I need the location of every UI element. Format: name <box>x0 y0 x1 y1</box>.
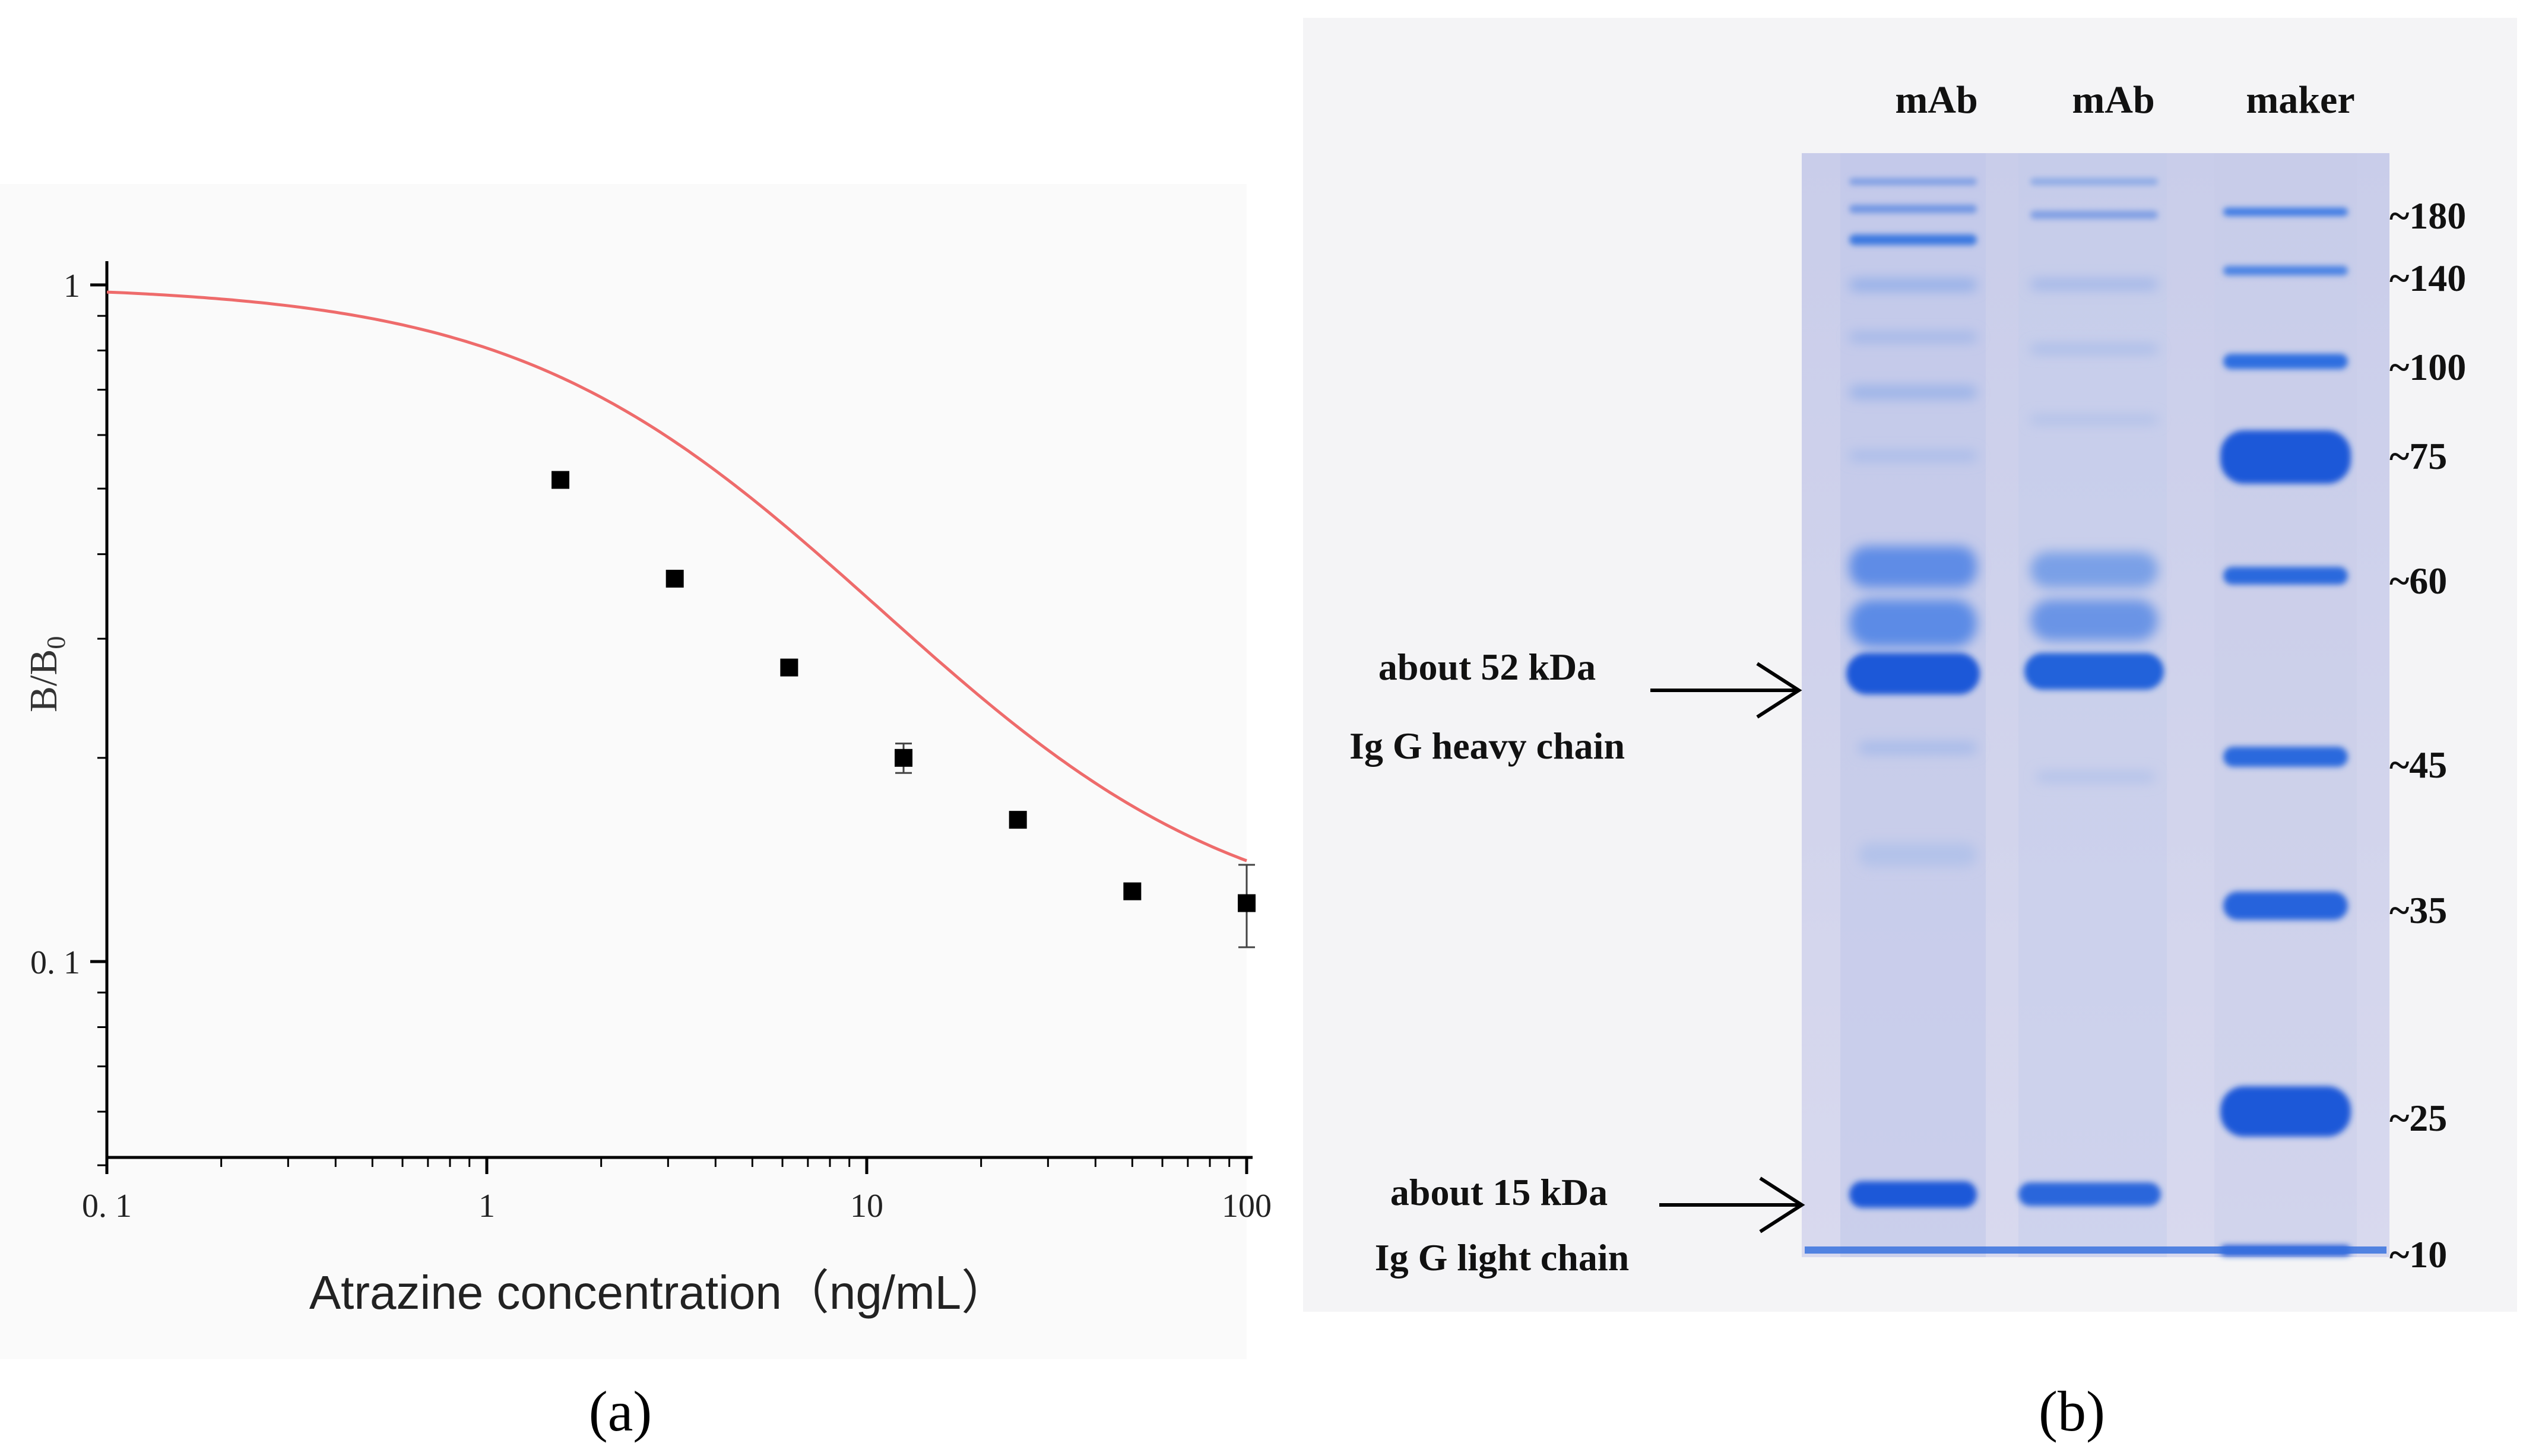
panel-b-label: (b) <box>2039 1379 2105 1443</box>
chart-backdrop <box>0 184 1247 1359</box>
lane-label-marker: maker <box>2246 78 2354 122</box>
heavy-chain-arrow <box>1650 662 1802 719</box>
x-axis-tick-labels: 0. 1 1 10 100 <box>82 1188 1272 1225</box>
data-points <box>552 471 1256 912</box>
panel-a-label: (a) <box>589 1379 652 1443</box>
y-axis-label-subscript: 0 <box>42 636 71 649</box>
fit-curve <box>106 290 1247 862</box>
lane-2-bands <box>2018 178 2164 1206</box>
y-axis-label-main: B/B <box>22 649 65 712</box>
band <box>1858 742 1977 754</box>
marker-band <box>2220 1086 2351 1137</box>
band <box>2030 211 2158 219</box>
x-tick-label: 1 <box>478 1188 495 1225</box>
band <box>1849 546 1977 588</box>
band <box>2030 178 2158 185</box>
x-axis-label: Atrazine concentration（ng/mL） <box>309 1266 1009 1319</box>
band <box>1858 843 1977 867</box>
marker-label-10: ~10 <box>2389 1233 2447 1276</box>
data-point <box>552 471 570 489</box>
x-tick-label: 100 <box>1222 1188 1272 1225</box>
data-point <box>1009 811 1027 829</box>
lane-label-2: mAb <box>2072 78 2154 122</box>
y-axis-label: B/B0 <box>22 636 71 712</box>
marker-band <box>2223 266 2348 275</box>
heavy-chain-name-label: Ig G heavy chain <box>1349 725 1625 767</box>
band <box>2030 279 2158 290</box>
y-tick-label: 0. 1 <box>30 944 80 981</box>
marker-band <box>2223 208 2348 216</box>
x-tick-label: 0. 1 <box>82 1188 132 1225</box>
marker-label-25: ~25 <box>2389 1097 2447 1139</box>
marker-label-140: ~140 <box>2389 257 2466 299</box>
band <box>1849 205 1977 213</box>
data-point <box>1238 894 1256 912</box>
data-point <box>1123 882 1142 900</box>
marker-label-60: ~60 <box>2389 560 2447 602</box>
x-axis-ticks <box>105 1157 1248 1174</box>
light-chain-arrow <box>1659 1176 1805 1233</box>
heavy-chain-size-label: about 52 kDa <box>1378 646 1596 688</box>
light-chain-size-label: about 15 kDa <box>1390 1171 1608 1213</box>
band <box>1849 386 1977 399</box>
lane-1-smear <box>1840 153 1986 1257</box>
data-point <box>665 569 684 588</box>
marker-band <box>2223 892 2348 920</box>
band <box>2030 599 2158 641</box>
marker-band <box>2223 354 2348 369</box>
marker-bands <box>2220 208 2351 1256</box>
band <box>2030 344 2158 354</box>
y-tick-label: 1 <box>64 268 80 304</box>
y-axis-tick-labels: 1 0. 1 <box>30 268 80 981</box>
band <box>1849 279 1977 291</box>
band <box>2036 772 2155 782</box>
y-axis-ticks <box>90 283 107 1166</box>
data-point <box>780 658 798 677</box>
marker-label-35: ~35 <box>2389 889 2447 931</box>
band <box>1849 178 1977 185</box>
heavy-chain-band <box>2024 653 2164 690</box>
heavy-chain-band <box>1846 653 1980 694</box>
lane-1-bands <box>1846 178 1980 1208</box>
x-tick-label: 10 <box>850 1188 883 1225</box>
marker-label-45: ~45 <box>2389 744 2447 786</box>
light-chain-name-label: Ig G light chain <box>1375 1236 1630 1279</box>
panel-a-chart: 0. 1 1 10 100 1 0. 1 B/B0 Atrazine concentra… <box>0 184 1272 1443</box>
dye-front <box>1805 1246 2386 1254</box>
band <box>2030 552 2158 588</box>
panel-b-gel: mAb mAb maker ~180 ~140 ~100 ~75 ~60 ~45… <box>1303 18 2517 1443</box>
lane-2-smear <box>2018 153 2167 1257</box>
marker-label-75: ~75 <box>2389 435 2447 477</box>
band <box>1849 451 1977 461</box>
band <box>1849 332 1977 342</box>
light-chain-band <box>1849 1181 1977 1208</box>
band <box>1849 599 1977 647</box>
marker-band <box>2220 430 2351 484</box>
marker-lane-smear <box>2214 153 2357 1257</box>
band <box>2030 415 2158 424</box>
marker-band <box>2223 747 2348 767</box>
lane-label-1: mAb <box>1895 78 1977 122</box>
marker-band <box>2223 567 2348 585</box>
marker-label-100: ~100 <box>2389 346 2466 388</box>
light-chain-band <box>2018 1182 2161 1206</box>
data-point <box>895 748 913 767</box>
band <box>1849 234 1977 245</box>
marker-label-180: ~180 <box>2389 195 2466 237</box>
